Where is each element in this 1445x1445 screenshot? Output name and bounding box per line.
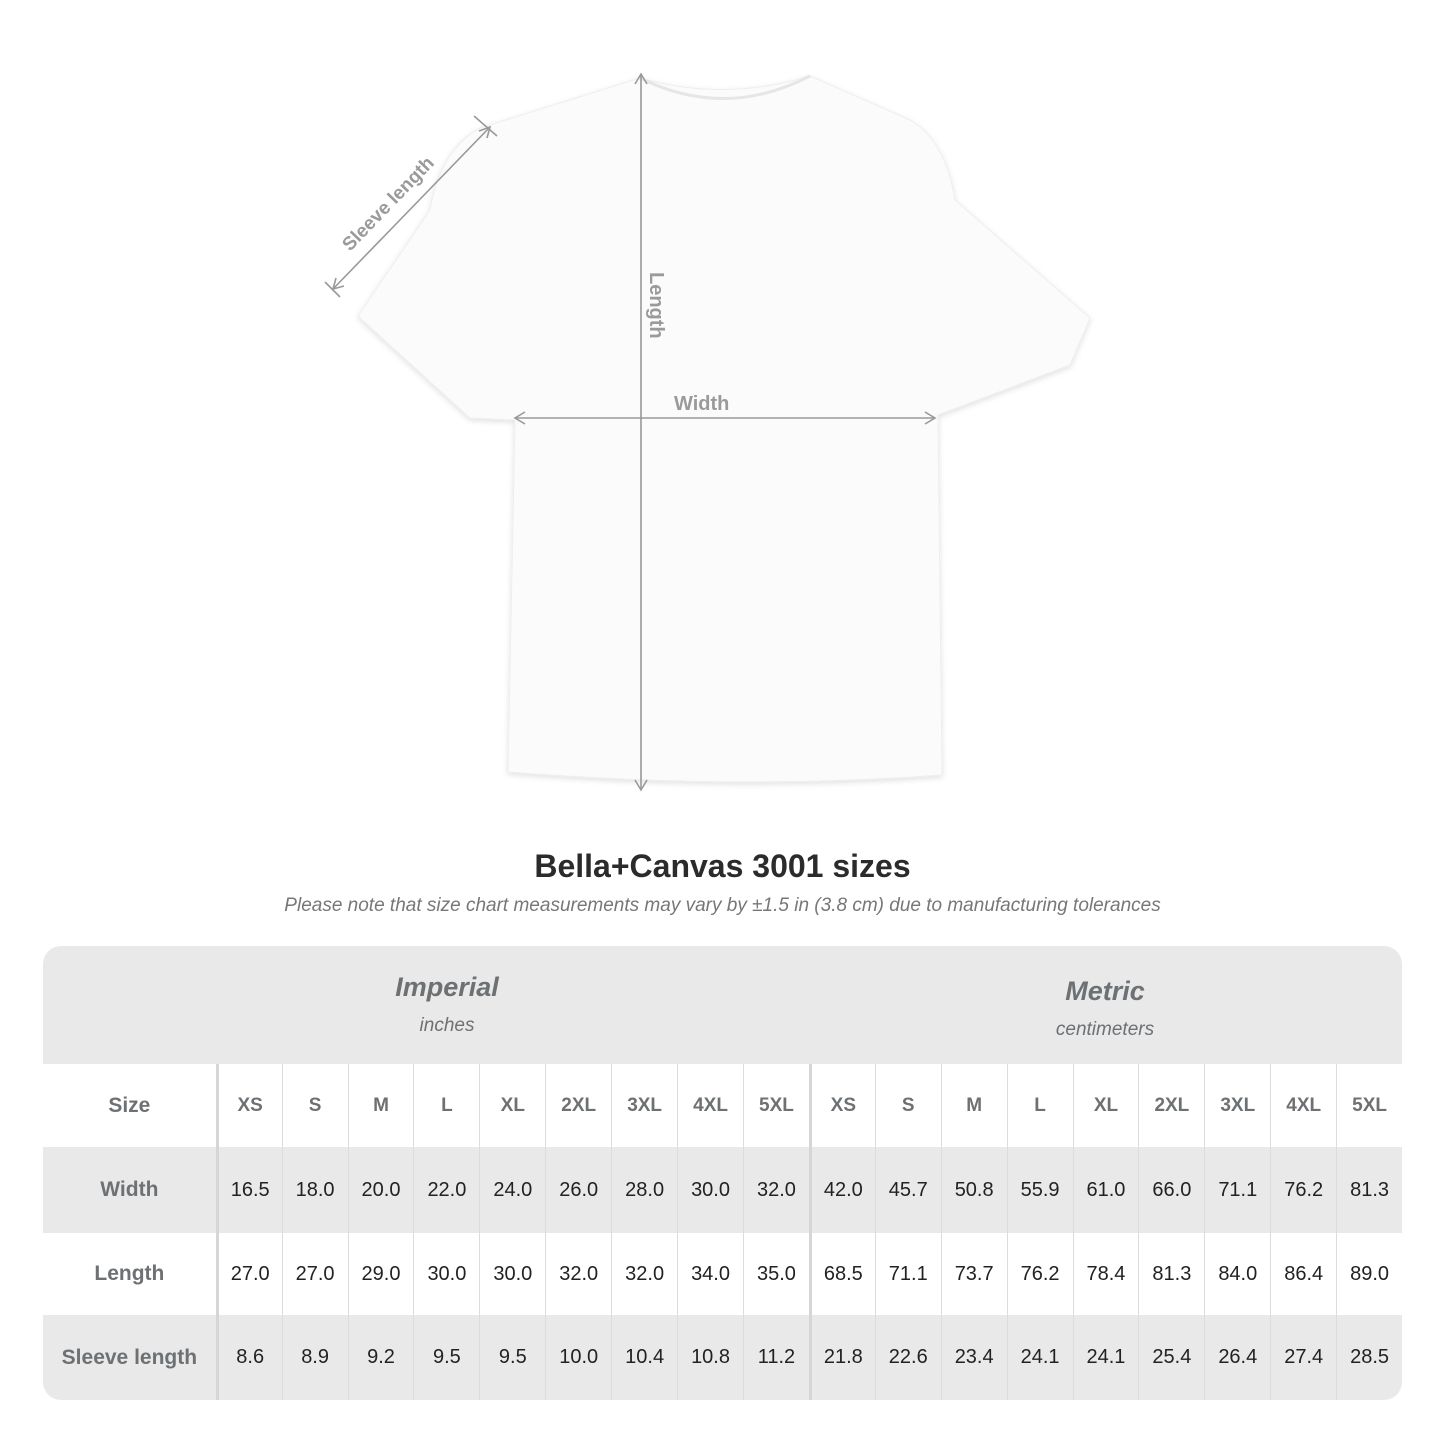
- metric-value-cell: 71.1: [1204, 1147, 1270, 1233]
- metric-value-cell: 24.1: [1006, 1315, 1073, 1400]
- width-label: Width: [674, 393, 729, 415]
- metric-value-cell: 21.8: [808, 1315, 875, 1400]
- metric-value-cell: 71.1: [874, 1233, 941, 1315]
- metric-value-cell: 73.7: [940, 1233, 1007, 1315]
- metric-value-cell: 24.1: [1072, 1315, 1139, 1400]
- metric-value-cell: 86.4: [1270, 1233, 1336, 1315]
- unit-header: Imperial inches Metric centimeters: [43, 946, 1402, 1064]
- metric-value-cell: 76.2: [1270, 1147, 1336, 1233]
- imperial-title: Imperial: [395, 972, 499, 1002]
- metric-value-cell: 66.0: [1138, 1147, 1204, 1233]
- row-label: Length: [94, 1262, 165, 1285]
- size-header-cell: XS: [808, 1064, 875, 1147]
- table-row: Length 27.0 27.0 29.0 30.0 30.0 32.0 32.0 34.0 35…: [43, 1233, 1402, 1315]
- imperial-value-cell: 10.0: [545, 1315, 611, 1400]
- size-header-cell: L: [1006, 1064, 1073, 1147]
- size-header-cell: 2XL: [545, 1064, 611, 1147]
- length-label: Length: [645, 272, 667, 339]
- imperial-unit: inches: [419, 1015, 475, 1036]
- metric-value-cell: 84.0: [1204, 1233, 1270, 1315]
- metric-value-cell: 68.5: [808, 1233, 875, 1315]
- size-header-cell: XL: [479, 1064, 545, 1147]
- table-row: Width 16.5 18.0 20.0 22.0 24.0 26.0 28.0 30.0 32.…: [43, 1147, 1402, 1233]
- metric-value-cell: 50.8: [940, 1147, 1007, 1233]
- metric-unit: centimeters: [1055, 1019, 1155, 1040]
- imperial-value-cell: 32.0: [545, 1233, 611, 1315]
- chart-title: Bella+Canvas 3001 sizes: [534, 848, 911, 884]
- size-header-cell: XS: [215, 1064, 282, 1147]
- metric-value-cell: 76.2: [1006, 1233, 1073, 1315]
- imperial-value-cell: 16.5: [215, 1147, 282, 1233]
- size-header-cell: M: [347, 1064, 414, 1147]
- measurement-arrows: [324, 72, 937, 792]
- imperial-value-cell: 34.0: [677, 1233, 743, 1315]
- metric-group: Metric centimeters: [808, 976, 1402, 1041]
- metric-value-cell: 61.0: [1072, 1147, 1139, 1233]
- size-table: Imperial inches Metric centimeters Size X…: [43, 946, 1402, 1400]
- size-header-cell: 2XL: [1138, 1064, 1204, 1147]
- size-header-cell: 4XL: [677, 1064, 743, 1147]
- size-header-cell: 5XL: [742, 1064, 809, 1147]
- metric-value-cell: 23.4: [940, 1315, 1007, 1400]
- imperial-value-cell: 35.0: [742, 1233, 809, 1315]
- size-header-row: Size XS S M L XL 2XL 3XL 4XL 5XL XS S M L XL 2XL 3XL 4XL 5…: [43, 1064, 1402, 1147]
- metric-value-cell: 22.6: [874, 1315, 941, 1400]
- size-header-cell: XL: [1072, 1064, 1139, 1147]
- size-header-cell: 4XL: [1270, 1064, 1336, 1147]
- imperial-group: Imperial inches: [216, 972, 678, 1037]
- imperial-value-cell: 10.8: [677, 1315, 743, 1400]
- row-label: Width: [100, 1178, 159, 1201]
- imperial-value-cell: 8.9: [281, 1315, 348, 1400]
- imperial-value-cell: 9.5: [413, 1315, 479, 1400]
- imperial-value-cell: 11.2: [742, 1315, 809, 1400]
- metric-value-cell: 45.7: [874, 1147, 941, 1233]
- size-header-cell: S: [874, 1064, 941, 1147]
- size-header-cell: 3XL: [611, 1064, 677, 1147]
- size-header-cell: L: [413, 1064, 479, 1147]
- imperial-value-cell: 29.0: [347, 1233, 414, 1315]
- table-row: Sleeve length 8.6 8.9 9.2 9.5 9.5 10.0 10.4 10.8…: [43, 1315, 1402, 1400]
- imperial-value-cell: 26.0: [545, 1147, 611, 1233]
- imperial-value-cell: 22.0: [413, 1147, 479, 1233]
- metric-value-cell: 25.4: [1138, 1315, 1204, 1400]
- imperial-value-cell: 27.0: [281, 1233, 348, 1315]
- imperial-value-cell: 30.0: [413, 1233, 479, 1315]
- metric-value-cell: 78.4: [1072, 1233, 1139, 1315]
- metric-value-cell: 55.9: [1006, 1147, 1073, 1233]
- imperial-value-cell: 32.0: [742, 1147, 809, 1233]
- imperial-value-cell: 28.0: [611, 1147, 677, 1233]
- tshirt-diagram: Sleeve length Length Width: [324, 72, 1091, 792]
- imperial-value-cell: 32.0: [611, 1233, 677, 1315]
- metric-value-cell: 42.0: [808, 1147, 875, 1233]
- size-header-cell: 5XL: [1336, 1064, 1402, 1147]
- size-header-cell: S: [281, 1064, 348, 1147]
- imperial-value-cell: 8.6: [215, 1315, 282, 1400]
- imperial-value-cell: 9.2: [347, 1315, 414, 1400]
- metric-value-cell: 81.3: [1336, 1147, 1402, 1233]
- imperial-value-cell: 27.0: [215, 1233, 282, 1315]
- size-header-cell: M: [940, 1064, 1007, 1147]
- metric-value-cell: 27.4: [1270, 1315, 1336, 1400]
- row-label: Sleeve length: [61, 1345, 198, 1369]
- size-header-cell: 3XL: [1204, 1064, 1270, 1147]
- tshirt-shape: [357, 75, 1091, 783]
- imperial-value-cell: 30.0: [677, 1147, 743, 1233]
- tolerance-note: Please note that size chart measurements…: [284, 895, 1161, 916]
- row-label: Size: [108, 1093, 151, 1117]
- metric-value-cell: 81.3: [1138, 1233, 1204, 1315]
- metric-value-cell: 26.4: [1204, 1315, 1270, 1400]
- imperial-value-cell: 30.0: [479, 1233, 545, 1315]
- metric-title: Metric: [1065, 976, 1145, 1006]
- imperial-value-cell: 18.0: [281, 1147, 348, 1233]
- imperial-value-cell: 9.5: [479, 1315, 545, 1400]
- metric-value-cell: 89.0: [1336, 1233, 1402, 1315]
- imperial-value-cell: 10.4: [611, 1315, 677, 1400]
- metric-value-cell: 28.5: [1336, 1315, 1402, 1400]
- imperial-value-cell: 20.0: [347, 1147, 414, 1233]
- imperial-value-cell: 24.0: [479, 1147, 545, 1233]
